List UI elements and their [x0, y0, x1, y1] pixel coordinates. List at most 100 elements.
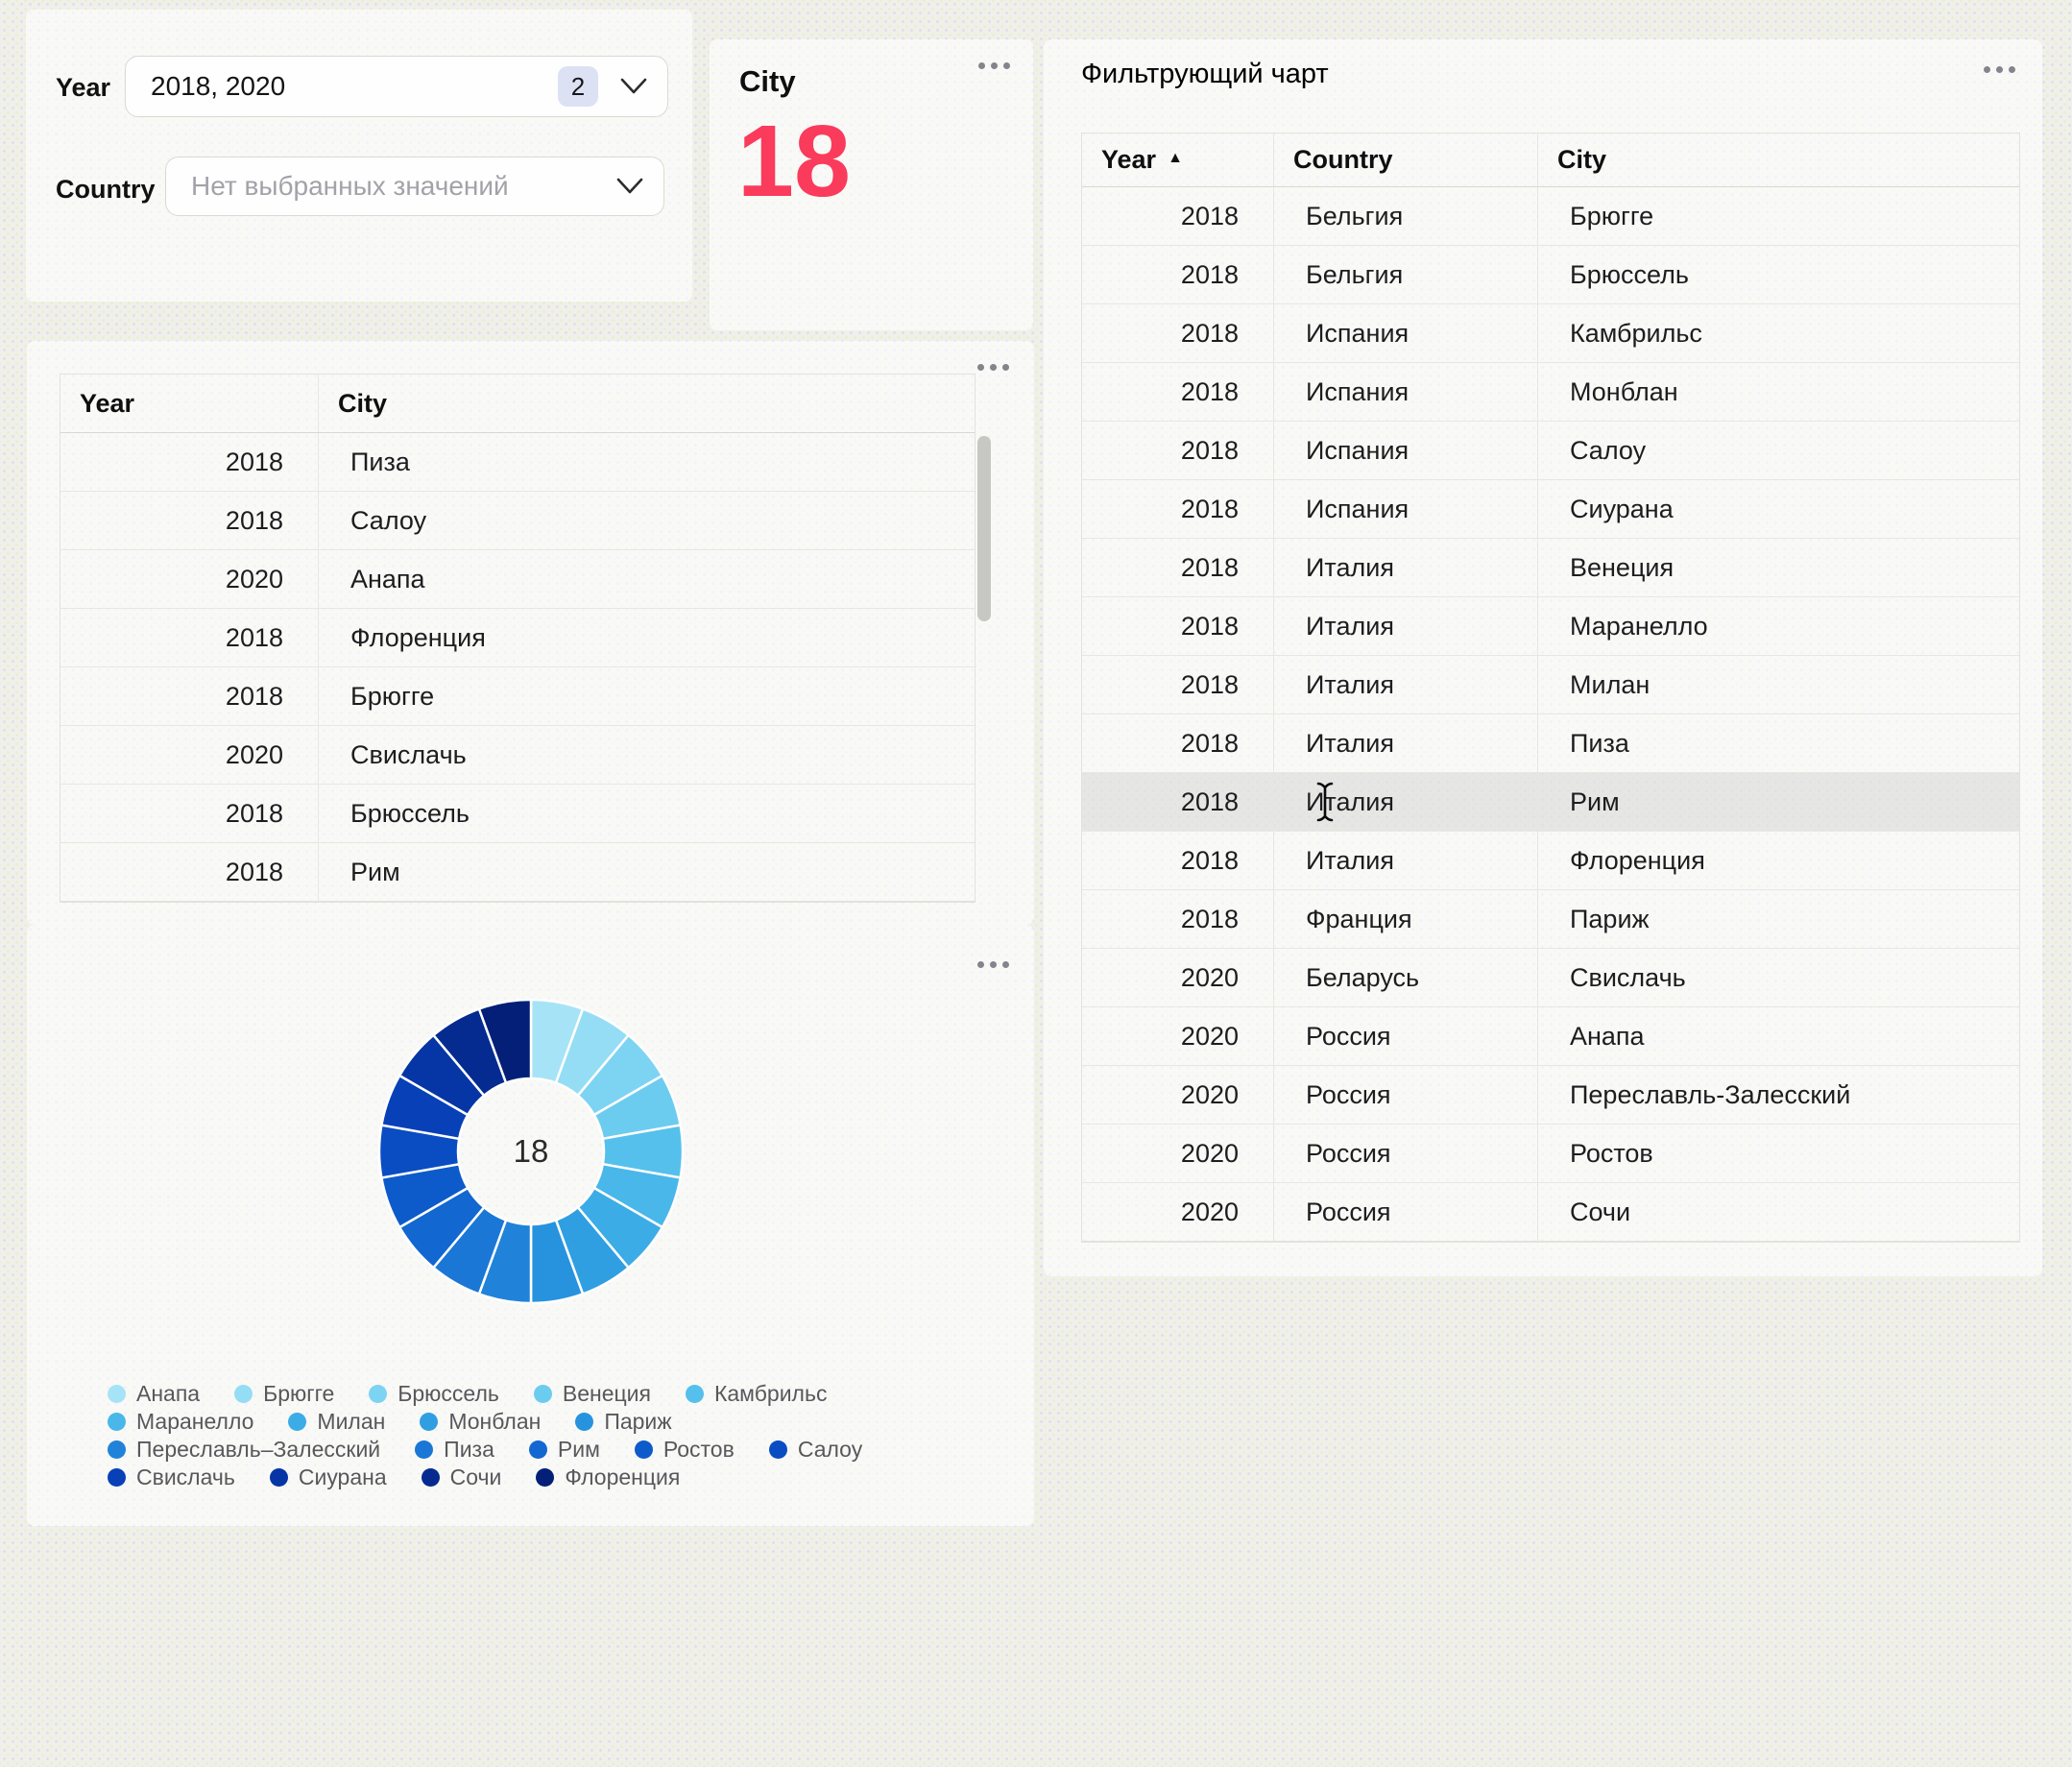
legend-item[interactable]: Брюгге: [234, 1381, 334, 1407]
cell-country: Испания: [1273, 422, 1537, 479]
cell-city: Анапа: [1537, 1007, 2019, 1065]
cell-year: 2018: [1180, 845, 1239, 875]
year-filter-select[interactable]: 2018, 2020 2: [125, 56, 668, 117]
table-row[interactable]: 2020 Россия Сочи: [1082, 1183, 2019, 1242]
legend-label: Ростов: [663, 1437, 735, 1462]
cell-city: Флоренция: [318, 609, 975, 666]
table-row[interactable]: 2018 Флоренция: [60, 609, 975, 667]
cell-year: 2020: [1180, 1138, 1239, 1168]
metric-title: City: [739, 64, 796, 98]
column-header-city[interactable]: City: [318, 375, 975, 432]
year-filter-label: Year: [56, 73, 111, 102]
cell-city: Маранелло: [1537, 597, 2019, 655]
cell-city: Рим: [1537, 773, 2019, 831]
cell-year: 2018: [1180, 494, 1239, 523]
filters-card: Year 2018, 2020 2 Country Нет выбранных …: [26, 10, 692, 302]
cell-country: Испания: [1273, 304, 1537, 362]
year-filter-value: 2018, 2020: [151, 71, 286, 101]
table-row[interactable]: 2020 Россия Переславль-Залесский: [1082, 1066, 2019, 1125]
cell-year: 2020: [1180, 1197, 1239, 1226]
country-filter-select[interactable]: Нет выбранных значений: [165, 157, 664, 216]
card-menu-dots-icon[interactable]: [978, 62, 1010, 69]
legend-label: Париж: [604, 1409, 672, 1434]
legend-item[interactable]: Брюссель: [369, 1381, 499, 1407]
legend-item[interactable]: Париж: [575, 1409, 672, 1435]
donut-slice-Флоренция[interactable]: [477, 998, 533, 1085]
card-menu-dots-icon[interactable]: [977, 961, 1009, 968]
table-row[interactable]: 2018 Испания Сиурана: [1082, 480, 2019, 539]
country-filter-label: Country: [56, 175, 156, 204]
cell-country: Италия: [1273, 539, 1537, 596]
cell-city: Пиза: [1537, 714, 2019, 772]
legend-color-dot-icon: [533, 1385, 552, 1403]
legend-item[interactable]: Милан: [288, 1409, 385, 1435]
table-row[interactable]: 2018 Пиза: [60, 433, 975, 492]
table-row[interactable]: 2018 Испания Салоу: [1082, 422, 2019, 480]
column-header-city[interactable]: City: [1537, 133, 2019, 186]
table-row[interactable]: 2018 Брюгге: [60, 667, 975, 726]
legend-color-dot-icon: [369, 1385, 388, 1403]
table-row[interactable]: 2018 Италия Рим: [1082, 773, 2019, 832]
cell-country: Россия: [1273, 1066, 1537, 1124]
card-menu-dots-icon[interactable]: [977, 364, 1009, 371]
legend-item[interactable]: Маранелло: [108, 1409, 253, 1435]
donut-chart-card: 18 Анапа Брюгге Брюссель Венеция Камбрильс Ма…: [27, 925, 1034, 1526]
legend-item[interactable]: Свислачь: [108, 1464, 235, 1490]
legend-label: Милан: [317, 1409, 386, 1434]
column-header-year[interactable]: Year ▲: [1101, 145, 1183, 174]
legend-item[interactable]: Венеция: [533, 1381, 651, 1407]
table-row[interactable]: 2018 Италия Милан: [1082, 656, 2019, 714]
table-row[interactable]: 2018 Франция Париж: [1082, 890, 2019, 949]
cell-year: 2018: [225, 622, 283, 652]
card-menu-dots-icon[interactable]: [1984, 66, 2015, 73]
legend-item[interactable]: Сиурана: [269, 1464, 387, 1490]
table-row[interactable]: 2020 Беларусь Свислачь: [1082, 949, 2019, 1007]
table-row[interactable]: 2018 Салоу: [60, 492, 975, 550]
table-row[interactable]: 2020 Свислачь: [60, 726, 975, 785]
legend-item[interactable]: Пиза: [415, 1437, 494, 1463]
filtering-chart-card: Фильтрующий чарт Year ▲ Country City 201…: [1044, 39, 2042, 1276]
legend-label: Монблан: [448, 1409, 542, 1434]
cell-year: 2018: [1180, 435, 1239, 465]
legend-item[interactable]: Рим: [528, 1437, 600, 1463]
legend-color-dot-icon: [108, 1413, 126, 1431]
cell-country: Франция: [1273, 890, 1537, 948]
legend-color-dot-icon: [768, 1440, 787, 1459]
vertical-scrollbar-thumb[interactable]: [977, 436, 991, 621]
legend-item[interactable]: Камбрильс: [685, 1381, 827, 1407]
table-row[interactable]: 2020 Россия Ростов: [1082, 1125, 2019, 1183]
table-row[interactable]: 2018 Брюссель: [60, 785, 975, 843]
column-header-year[interactable]: Year: [80, 388, 135, 418]
chart-legend: Анапа Брюгге Брюссель Венеция Камбрильс Маран…: [108, 1380, 1000, 1491]
table-row[interactable]: 2020 Анапа: [60, 550, 975, 609]
column-header-country[interactable]: Country: [1273, 133, 1537, 186]
legend-item[interactable]: Сочи: [421, 1464, 501, 1490]
legend-item[interactable]: Салоу: [768, 1437, 862, 1463]
legend-item[interactable]: Ростов: [634, 1437, 735, 1463]
table-row[interactable]: 2018 Бельгия Брюссель: [1082, 246, 2019, 304]
cell-year: 2020: [1180, 962, 1239, 992]
table-row[interactable]: 2018 Италия Пиза: [1082, 714, 2019, 773]
legend-item[interactable]: Анапа: [108, 1381, 200, 1407]
legend-color-dot-icon: [108, 1385, 126, 1403]
cell-city: Ростов: [1537, 1125, 2019, 1182]
table-row[interactable]: 2018 Италия Флоренция: [1082, 832, 2019, 890]
table-row[interactable]: 2018 Испания Монблан: [1082, 363, 2019, 422]
cell-city: Брюгге: [1537, 187, 2019, 245]
legend-item[interactable]: Переславль–Залесский: [108, 1437, 380, 1463]
legend-item[interactable]: Флоренция: [536, 1464, 680, 1490]
table-row[interactable]: 2018 Испания Камбрильс: [1082, 304, 2019, 363]
cell-country: Россия: [1273, 1125, 1537, 1182]
cell-city: Венеция: [1537, 539, 2019, 596]
table-row[interactable]: 2018 Италия Венеция: [1082, 539, 2019, 597]
cell-city: Рим: [318, 843, 975, 901]
table-row[interactable]: 2020 Россия Анапа: [1082, 1007, 2019, 1066]
table-row[interactable]: 2018 Рим: [60, 843, 975, 902]
country-filter-placeholder: Нет выбранных значений: [191, 171, 509, 201]
cell-city: Монблан: [1537, 363, 2019, 421]
table-row[interactable]: 2018 Бельгия Брюгге: [1082, 187, 2019, 246]
cell-country: Бельгия: [1273, 246, 1537, 303]
table-row[interactable]: 2018 Италия Маранелло: [1082, 597, 2019, 656]
cell-year: 2018: [225, 681, 283, 711]
legend-item[interactable]: Монблан: [420, 1409, 541, 1435]
